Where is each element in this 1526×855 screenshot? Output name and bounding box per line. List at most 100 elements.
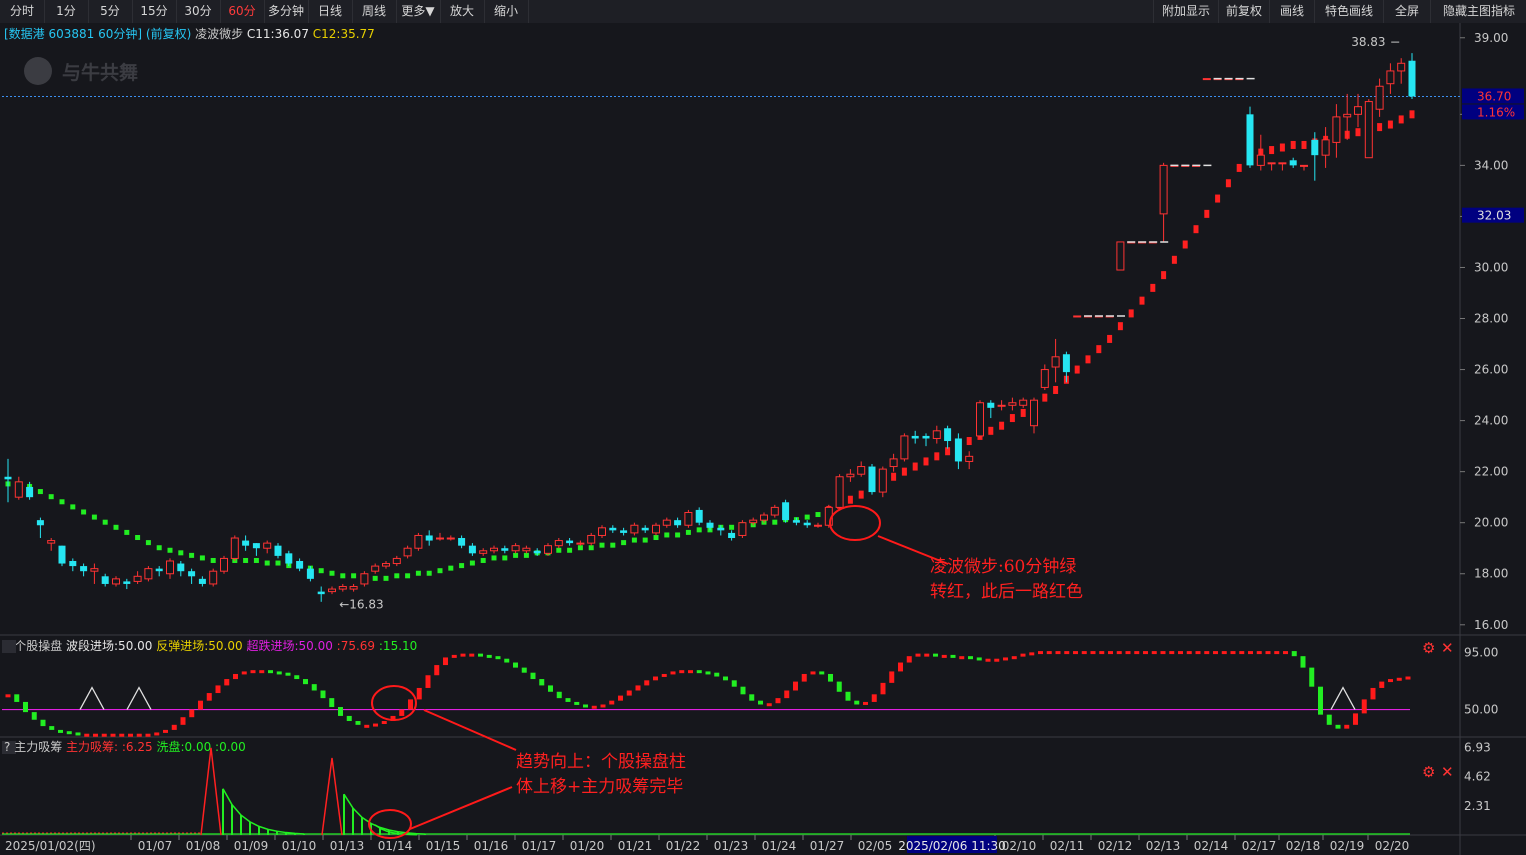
toolbar-right-btn-3[interactable]: 特色画线: [1314, 0, 1384, 23]
sub1-bar: [40, 719, 46, 727]
toolbar-btn-7[interactable]: 日线: [308, 0, 353, 23]
x-tick-02/11: 02/11: [1050, 839, 1085, 853]
sub1-header-part-2: 波段进场:50.00: [66, 638, 156, 653]
toolbar-right-btn-1[interactable]: 前复权: [1218, 0, 1270, 23]
sub1-bar: [1125, 651, 1131, 655]
candle: [1256, 134, 1265, 171]
toolbar-btn-11[interactable]: 缩小: [484, 0, 529, 23]
trend-dot: [891, 472, 897, 481]
sub1-bar: [1256, 651, 1262, 655]
candle: [695, 507, 703, 526]
candle: [1343, 93, 1352, 140]
sub1-bar: [565, 698, 571, 702]
trend-dot: [1171, 255, 1177, 264]
x-tick-02/13: 02/13: [1146, 839, 1181, 853]
limit-markers: [1084, 77, 1258, 317]
candle: [468, 543, 476, 556]
main-header-part-2: 凌波微步: [191, 27, 247, 41]
y-tick-18.00: 18.00: [1474, 567, 1508, 581]
trend-dot: [1355, 128, 1361, 137]
toolbar-btn-5[interactable]: 60分: [220, 0, 265, 23]
stock-chart[interactable]: 16.00 18.00 20.00 22.00 24.00 26.00 28.00 30.00…: [0, 23, 1526, 855]
toolbar-btn-6[interactable]: 多分钟: [264, 0, 309, 23]
main-header-part-0: [数据港 603881 60分钟]: [4, 26, 142, 41]
trend-dot: [577, 545, 583, 551]
sub1-bar: [1370, 687, 1376, 700]
trend-dot: [923, 457, 929, 466]
candle: [954, 433, 962, 470]
candle: [760, 512, 768, 523]
sub1-bar: [119, 733, 125, 737]
sub1-bar: [679, 670, 685, 674]
sub2-gear-icon[interactable]: ⚙: [1422, 763, 1435, 781]
toolbar-btn-8[interactable]: 周线: [352, 0, 397, 23]
sub1-bar: [880, 682, 886, 695]
trend-dot: [264, 560, 270, 566]
toolbar-btn-3[interactable]: 15分: [132, 0, 177, 23]
annotation-text-1b: 转红，此后一路红色: [930, 582, 1083, 602]
watermark-logo: [24, 57, 52, 85]
toolbar-right-btn-0[interactable]: 附加显示: [1153, 0, 1219, 23]
candle: [501, 545, 509, 554]
pct-box: [1462, 104, 1524, 120]
y-tick-26.00: 26.00: [1474, 363, 1508, 377]
trend-dot: [988, 426, 994, 435]
sub1-header-part-1: 个股操盘: [14, 638, 66, 653]
sub1-bar: [653, 676, 658, 681]
toolbar-btn-1[interactable]: 1分: [44, 0, 89, 23]
toolbar-btn-9[interactable]: 更多▼: [396, 0, 441, 23]
cross-price-label: 32.03: [1477, 209, 1511, 223]
sub1-y-tick-95: 95.00: [1464, 645, 1498, 659]
sub2-close-icon[interactable]: ✕: [1441, 763, 1454, 781]
candle: [944, 425, 952, 449]
sub1-bar: [163, 729, 168, 733]
sub1-bars: [5, 651, 1411, 737]
sub1-bar: [504, 658, 510, 663]
sub1-bar: [206, 693, 212, 701]
sub1-bar: [915, 653, 921, 657]
trend-dot: [1009, 414, 1015, 423]
sub1-bar: [889, 671, 895, 683]
y-tick-39.00: 39.00: [1474, 31, 1508, 45]
toolbar-btn-4[interactable]: 30分: [176, 0, 221, 23]
trend-dot: [1225, 179, 1231, 188]
candle: [1019, 397, 1028, 408]
sub2-header-part-2: 主力吸筹:: [66, 740, 122, 754]
sub1-bar: [1169, 651, 1175, 655]
sub1-bar: [1046, 651, 1052, 655]
sub1-bar: [93, 733, 98, 737]
annotation-arrow-1: [877, 535, 949, 565]
sub1-bar: [250, 670, 256, 674]
y-tick-16.00: 16.00: [1474, 618, 1508, 632]
sub1-help-box: [2, 640, 16, 653]
sub1-bar: [591, 705, 597, 709]
sub1-bar: [101, 733, 107, 737]
sub1-close-icon[interactable]: ✕: [1441, 639, 1454, 657]
x-tick-01/27: 01/27: [810, 839, 845, 853]
candle: [782, 499, 790, 523]
candle: [965, 451, 974, 470]
x-cursor-label: 2025/02/06 11:30: [898, 839, 1006, 853]
candle: [587, 532, 596, 546]
trend-dot: [610, 542, 616, 548]
toolbar-right-btn-4[interactable]: 全屏: [1383, 0, 1431, 23]
toolbar-btn-10[interactable]: 放大: [440, 0, 485, 23]
trend-dot: [513, 552, 519, 558]
trend-dot: [124, 529, 130, 535]
toolbar-btn-0[interactable]: 分时: [0, 0, 45, 23]
sub1-bar: [1318, 686, 1323, 715]
sub1-gear-icon[interactable]: ⚙: [1422, 639, 1435, 657]
toolbar-btn-2[interactable]: 5分: [88, 0, 133, 23]
sub1-bar: [373, 723, 378, 727]
trend-dot: [685, 529, 691, 535]
sub1-bar: [1213, 651, 1218, 655]
sub1-bar: [58, 729, 63, 733]
toolbar-right-btn-2[interactable]: 画线: [1269, 0, 1315, 23]
trend-dot: [1150, 283, 1156, 292]
sub1-bar: [1151, 651, 1157, 655]
sub1-bar: [1003, 657, 1008, 661]
sub1-bar: [338, 707, 343, 716]
sub1-bar: [1055, 651, 1061, 655]
toolbar-right-btn-5[interactable]: 隐藏主图指标: [1430, 0, 1526, 23]
sub1-header: ? 个股操盘 波段进场:50.00 反弹进场:50.00 超跌进场:50.00 …: [4, 638, 417, 653]
